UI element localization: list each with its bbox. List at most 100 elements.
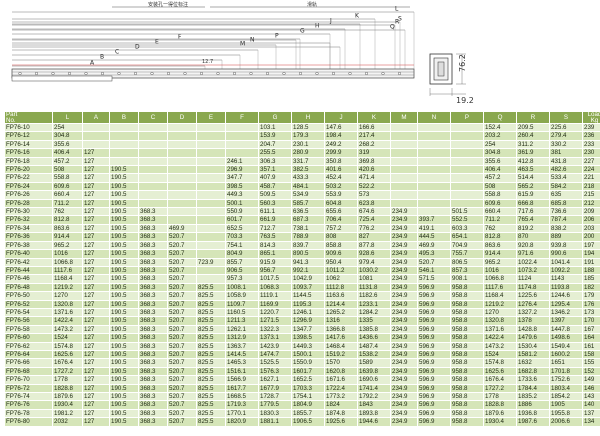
- value-cell: 509.5: [258, 190, 292, 200]
- value-cell: 604.8: [324, 198, 358, 209]
- value-cell: 825.5: [196, 341, 226, 351]
- value-cell: 236: [582, 131, 600, 141]
- value-cell: 355.6: [483, 156, 517, 167]
- rail-inner-member: [11, 71, 415, 76]
- value-cell: 552.5: [450, 215, 484, 225]
- value-cell: [138, 173, 168, 183]
- value-cell: 603.3: [450, 223, 484, 234]
- part-number-cell: FP76-78: [4, 408, 53, 419]
- value-cell: [109, 131, 139, 141]
- value-cell: [450, 198, 484, 209]
- value-cell: 1225.6: [516, 291, 550, 301]
- value-cell: 762: [483, 223, 517, 234]
- value-cell: 520.7: [167, 282, 197, 293]
- value-cell: 755.7: [450, 249, 484, 259]
- value-cell: 1752.6: [549, 375, 583, 385]
- value-cell: 1792.2: [357, 391, 391, 402]
- value-cell: 127: [82, 232, 110, 242]
- value-cell: 176: [582, 299, 600, 309]
- column-header: C: [138, 111, 168, 124]
- value-cell: [138, 190, 168, 200]
- value-cell: 520.7: [167, 291, 197, 301]
- value-cell: 127: [82, 291, 110, 301]
- value-cell: 127: [82, 265, 110, 276]
- mounting-hole: [282, 71, 286, 75]
- value-cell: 140: [582, 400, 600, 410]
- value-cell: 2006.6: [549, 417, 583, 427]
- value-cell: 1327.2: [516, 307, 550, 318]
- value-cell: 1549.4: [549, 341, 583, 351]
- value-cell: 449.3: [225, 190, 259, 200]
- value-cell: [196, 165, 226, 175]
- table-row: FP76-26 660.4 127 190.5 449.3 509.5 534.9 553.9…: [4, 190, 600, 200]
- value-cell: 1017.5: [258, 274, 292, 284]
- value-cell: 870: [516, 232, 550, 242]
- value-cell: 520.7: [167, 274, 197, 284]
- value-cell: 1473.2: [52, 324, 83, 335]
- value-cell: 1124: [516, 274, 550, 284]
- value-cell: 660.4: [52, 190, 83, 200]
- value-cell: 674.6: [357, 207, 391, 217]
- value-cell: 596.9: [417, 349, 451, 360]
- value-cell: [196, 249, 226, 259]
- value-cell: 520.7: [167, 249, 197, 259]
- value-cell: 149: [582, 375, 600, 385]
- part-number-cell: FP76-10: [4, 122, 53, 133]
- value-cell: 661.9: [258, 215, 292, 225]
- value-cell: 1728.7: [258, 391, 292, 402]
- value-cell: 234.9: [390, 249, 418, 259]
- value-cell: 419.1: [417, 223, 451, 234]
- value-cell: 520.7: [417, 257, 451, 267]
- value-cell: 1824: [324, 400, 358, 410]
- value-cell: 1398.5: [291, 333, 325, 343]
- table-row: FP76-30 762 127 190.5 368.3 550.9 611.1 636.5 65…: [4, 207, 600, 217]
- value-cell: 431.8: [549, 156, 583, 167]
- value-cell: 398.5: [225, 181, 259, 192]
- value-cell: 463.5: [516, 165, 550, 175]
- value-cell: 958.8: [450, 291, 484, 301]
- value-cell: 190.5: [109, 257, 139, 267]
- value-cell: 268.2: [357, 139, 391, 150]
- value-cell: [138, 165, 168, 175]
- value-cell: [196, 198, 226, 209]
- value-cell: 1835.2: [516, 391, 550, 402]
- dim-label-L: L: [395, 6, 399, 13]
- part-number-cell: FP76-52: [4, 299, 53, 309]
- value-cell: 1886: [516, 400, 550, 410]
- value-cell: 520.7: [167, 316, 197, 326]
- value-cell: 825.5: [196, 299, 226, 309]
- value-cell: 635: [549, 190, 583, 200]
- value-cell: 1244.6: [549, 291, 583, 301]
- value-cell: 191: [582, 257, 600, 267]
- value-cell: 520.7: [167, 324, 197, 335]
- value-cell: 615.9: [516, 190, 550, 200]
- part-number-cell: FP76-24: [4, 181, 53, 192]
- value-cell: 1893.8: [357, 408, 391, 419]
- value-cell: [138, 122, 168, 133]
- value-cell: 407.9: [258, 173, 292, 183]
- value-cell: 134: [582, 417, 600, 427]
- value-cell: 596.9: [417, 400, 451, 410]
- value-cell: 1487.4: [357, 341, 391, 351]
- value-cell: [167, 181, 197, 192]
- table-row: FP76-20 508 127 190.5 296.9 357.1 382.5 401.6 42…: [4, 165, 600, 175]
- value-cell: 368.3: [138, 249, 168, 259]
- value-cell: 234.9: [390, 341, 418, 351]
- value-cell: 1219.2: [483, 299, 517, 309]
- value-cell: 1600.2: [549, 349, 583, 360]
- value-cell: 471.4: [357, 173, 391, 183]
- column-header-top: A: [93, 113, 99, 121]
- value-cell: 958.8: [450, 316, 484, 326]
- value-cell: 958.8: [450, 391, 484, 402]
- value-cell: 1066.8: [483, 274, 517, 284]
- value-cell: 1428.8: [516, 324, 550, 335]
- value-cell: [390, 131, 418, 141]
- value-cell: 958.8: [450, 417, 484, 427]
- table-row: FP76-16 406.4 127 255.5 280.9 299.9 319 304.8 36…: [4, 148, 600, 158]
- value-cell: 825.5: [196, 366, 226, 377]
- value-cell: 763.5: [258, 232, 292, 242]
- value-cell: [167, 139, 197, 150]
- value-cell: 520.7: [167, 375, 197, 385]
- value-cell: 703.3: [225, 232, 259, 242]
- value-cell: 825.5: [196, 324, 226, 335]
